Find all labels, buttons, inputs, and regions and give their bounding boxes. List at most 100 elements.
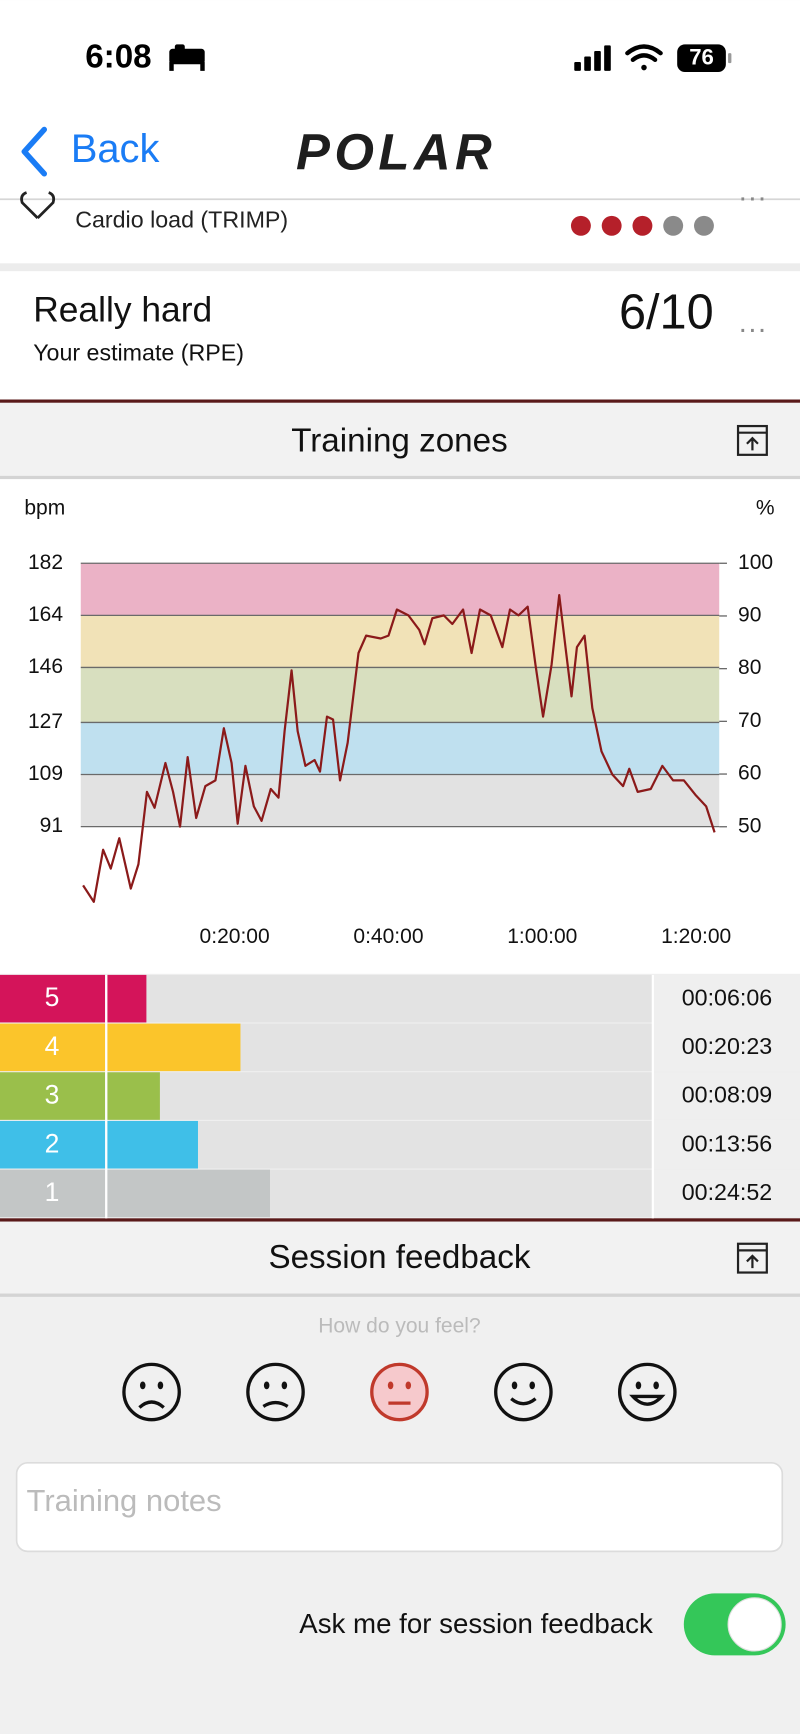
- toggle-label: Ask me for session feedback: [299, 1608, 653, 1639]
- signal-icon: [574, 45, 611, 71]
- x-tick-label: 0:20:00: [200, 925, 270, 948]
- x-tick-label: 1:20:00: [661, 925, 731, 948]
- wifi-icon: [625, 44, 663, 71]
- mood-button[interactable]: [122, 1362, 181, 1422]
- zone-time: 00:13:56: [682, 1130, 772, 1156]
- zone-time: 00:24:52: [682, 1179, 772, 1205]
- load-dot: [663, 215, 684, 236]
- load-dot: [693, 215, 714, 236]
- sleep-icon: [169, 44, 205, 71]
- zone-bar: [107, 1072, 160, 1120]
- zone-label: 5: [45, 982, 60, 1012]
- zone-band: [80, 774, 720, 827]
- y-axis-label: bpm: [24, 497, 65, 520]
- back-chevron[interactable]: [21, 126, 48, 177]
- top-bar: [0, 0, 800, 200]
- zone-time: 00:08:09: [682, 1082, 772, 1108]
- eye: [405, 1381, 412, 1390]
- zone-band: [80, 722, 720, 775]
- more-button[interactable]: ···: [738, 182, 767, 214]
- zone-band: [80, 615, 720, 668]
- rpe-card: [0, 271, 800, 400]
- mood-button[interactable]: [246, 1362, 305, 1422]
- battery-level: 76: [689, 45, 714, 70]
- section-title: Session feedback: [268, 1239, 530, 1276]
- zone-label: 4: [45, 1031, 60, 1061]
- eye: [529, 1381, 535, 1390]
- heart-icon: [20, 191, 56, 220]
- zone-band: [80, 563, 720, 616]
- section-rule: [0, 1218, 800, 1222]
- y-tick-label: 127: [28, 710, 63, 733]
- zone-bar: [107, 974, 147, 1023]
- logo: POLAR: [296, 124, 496, 181]
- y2-tick-label: 90: [738, 604, 761, 627]
- eye: [653, 1381, 659, 1390]
- eye: [511, 1381, 518, 1390]
- zone-time-cell: [653, 1120, 800, 1169]
- load-dot: [632, 215, 653, 236]
- notes-placeholder: Training notes: [27, 1483, 222, 1518]
- zone-time-cell: [653, 1169, 800, 1218]
- zone-cell: [0, 1023, 106, 1072]
- y2-tick-label: 80: [738, 656, 761, 679]
- clock: 6:08: [85, 38, 151, 75]
- mood-highlight: [371, 1364, 428, 1420]
- zone-bar: [107, 1120, 198, 1169]
- hr-line: [82, 594, 716, 903]
- gap: [0, 263, 800, 272]
- y2-axis-label: %: [756, 497, 775, 520]
- mouth: [262, 1400, 289, 1408]
- section-rule: [0, 399, 800, 403]
- zone-time-cell: [653, 974, 800, 1023]
- section-title: Training zones: [291, 422, 507, 459]
- zone-cell: [0, 1169, 106, 1218]
- zone-bar: [107, 1023, 241, 1072]
- zone-cell: [0, 1072, 106, 1120]
- expand-icon[interactable]: [736, 1242, 768, 1274]
- notes-input[interactable]: [15, 1462, 784, 1553]
- eye: [139, 1381, 146, 1390]
- mood-button[interactable]: [494, 1362, 553, 1422]
- y2-tick-label: 100: [738, 551, 773, 574]
- rpe-subtitle: Your estimate (RPE): [33, 339, 244, 365]
- face: [246, 1362, 305, 1422]
- mouth: [138, 1400, 165, 1409]
- back-button[interactable]: Back: [71, 127, 160, 171]
- mouth: [629, 1394, 666, 1406]
- zone-bar: [107, 1169, 270, 1218]
- face: [617, 1362, 677, 1422]
- zone-label: 3: [45, 1080, 60, 1110]
- y-tick-label: 109: [28, 762, 63, 785]
- zone-band: [80, 667, 720, 723]
- zone-time: 00:20:23: [682, 1033, 772, 1059]
- mood-button[interactable]: [370, 1362, 429, 1422]
- battery-tip: [728, 53, 732, 64]
- load-dot: [570, 215, 591, 236]
- y2-tick-label: 60: [738, 762, 761, 785]
- x-tick-label: 1:00:00: [507, 925, 577, 948]
- x-tick-label: 0:40:00: [353, 925, 423, 948]
- y2-tick-label: 50: [738, 814, 761, 837]
- zone-time-cell: [653, 1072, 800, 1120]
- header-shadow: [0, 1293, 800, 1297]
- toggle-knob: [727, 1597, 782, 1652]
- rpe-title: Really hard: [33, 289, 212, 329]
- eye: [281, 1381, 288, 1390]
- section-header: [0, 402, 800, 476]
- zone-cell: [0, 974, 106, 1023]
- header-shadow: [0, 475, 800, 480]
- y-tick-label: 91: [40, 814, 63, 837]
- y-tick-label: 146: [28, 655, 63, 678]
- zone-cell: [0, 1120, 106, 1169]
- face: [122, 1362, 181, 1422]
- zone-label: 2: [45, 1128, 60, 1158]
- eye: [263, 1381, 270, 1390]
- eye: [387, 1381, 394, 1390]
- mouth: [510, 1397, 537, 1406]
- more-button[interactable]: ···: [738, 313, 767, 345]
- mood-button[interactable]: [617, 1362, 677, 1422]
- zone-time-cell: [653, 1023, 800, 1072]
- expand-icon[interactable]: [736, 424, 768, 456]
